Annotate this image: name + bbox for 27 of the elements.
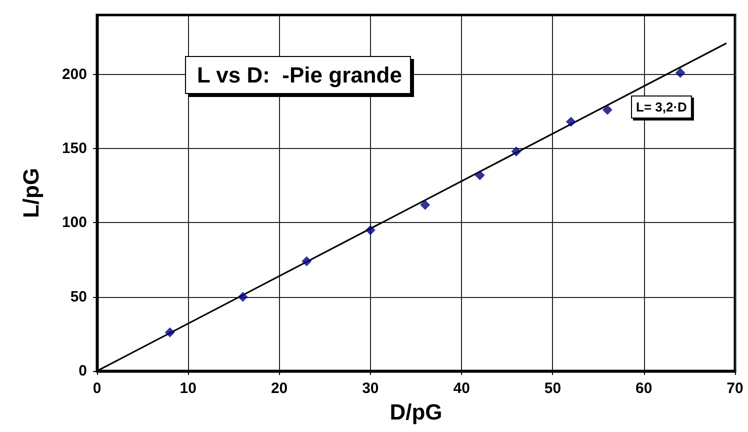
point <box>566 116 576 127</box>
y-tick-label: 0 <box>78 362 87 380</box>
point <box>365 225 376 236</box>
point <box>420 200 430 210</box>
point <box>602 104 612 115</box>
point <box>164 327 175 338</box>
y-axis-title: L/pG <box>18 168 44 218</box>
y-tick-label: 200 <box>62 66 87 83</box>
point <box>675 68 686 78</box>
y-tick-label: 100 <box>62 214 87 232</box>
x-tick-label: 70 <box>726 380 744 397</box>
point <box>511 146 522 156</box>
x-axis-title: D/pG <box>390 399 442 424</box>
x-tick-label: 0 <box>92 380 102 397</box>
y-tick-label: 50 <box>70 288 87 306</box>
x-tick-label: 30 <box>362 380 379 397</box>
y-tick-label: 150 <box>62 140 87 157</box>
annotation: L= 3,2·D <box>636 100 687 114</box>
point <box>302 256 312 266</box>
x-tick-label: 60 <box>636 380 652 397</box>
x-tick-label: 40 <box>453 380 470 397</box>
text: L vs D: -Pie grande <box>197 62 402 88</box>
x-tick-label: 20 <box>270 380 288 397</box>
x-tick-label: 10 <box>180 380 196 397</box>
x-tick-label: 50 <box>544 380 562 397</box>
point <box>474 170 485 180</box>
point <box>238 292 248 302</box>
